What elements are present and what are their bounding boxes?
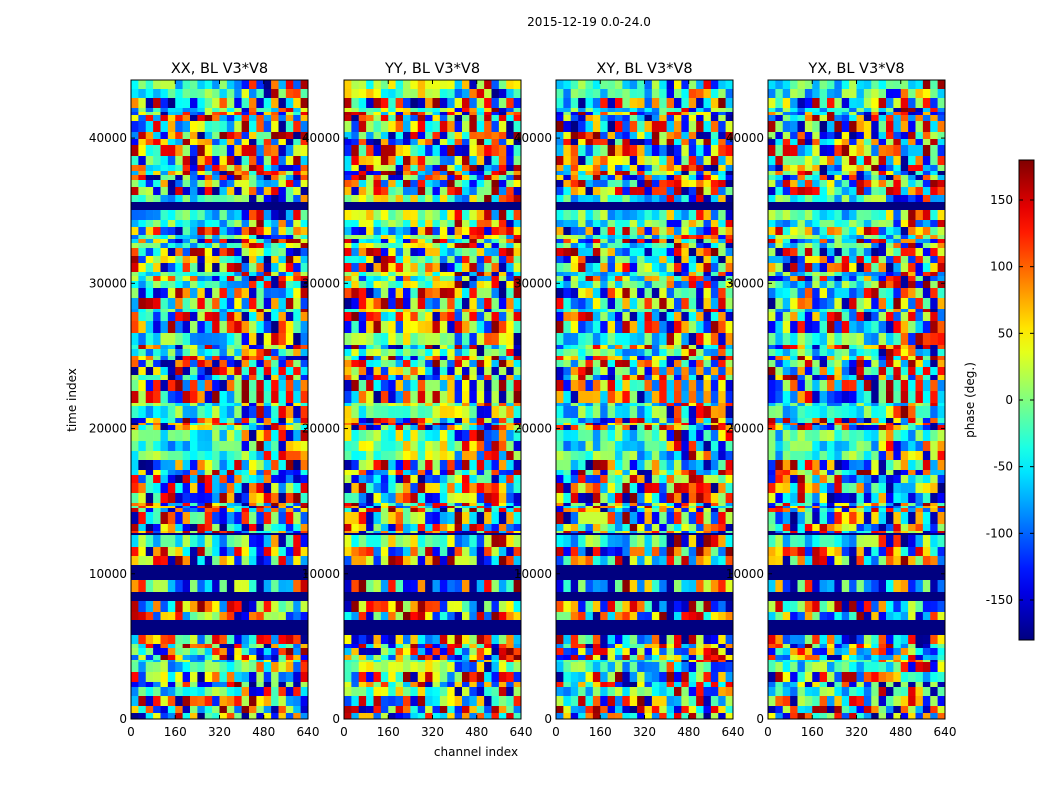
y-tick-label: 30000 [514,276,552,290]
panel-xx: XX, BL V3*V8 0 160 320 480 640 0 10000 20000 3000… [89,61,320,739]
y-axis-label: time index [65,368,79,432]
x-tick-label: 480 [677,725,700,739]
y-tick-label: 10000 [514,567,552,581]
y-tick-label: 10000 [89,567,127,581]
x-tick-label: 320 [633,725,656,739]
panel-title: YY, BL V3*V8 [384,61,480,77]
x-axis-label: channel index [434,745,518,759]
x-tick-label: 640 [722,725,745,739]
y-tick-label: 40000 [302,131,340,145]
panel-yx: YX, BL V3*V8 0 160 320 480 640 0 10000 20000 3000… [726,61,957,739]
y-tick-label: 20000 [726,422,764,436]
x-tick-label: 0 [340,725,348,739]
x-tick-label: 480 [465,725,488,739]
panel-title: XX, BL V3*V8 [171,61,268,77]
phase-waterfall-xy [556,80,733,719]
y-tick-label: 40000 [514,131,552,145]
colorbar-label: phase (deg.) [963,362,977,438]
x-tick-label: 160 [801,725,824,739]
y-tick-label: 40000 [726,131,764,145]
panel-title: YX, BL V3*V8 [807,61,904,77]
colorbar-tick-label: -100 [986,526,1013,540]
y-tick-label: 0 [119,712,127,726]
x-tick-label: 640 [934,725,957,739]
x-tick-label: 480 [889,725,912,739]
panel-yy: YY, BL V3*V8 0 160 320 480 640 0 10000 20000 3000… [302,61,533,739]
x-tick-label: 160 [589,725,612,739]
colorbar-tick-label: -150 [986,593,1013,607]
phase-waterfall-yx [768,80,945,719]
panel-title: XY, BL V3*V8 [596,61,692,77]
y-tick-label: 30000 [726,276,764,290]
colorbar-tick-label: 150 [990,193,1013,207]
colorbar-tick-label: 0 [1005,393,1013,407]
y-tick-label: 20000 [89,422,127,436]
y-tick-label: 0 [756,712,764,726]
x-tick-label: 320 [845,725,868,739]
x-tick-label: 0 [127,725,135,739]
y-tick-label: 10000 [726,567,764,581]
y-tick-label: 40000 [89,131,127,145]
x-tick-label: 480 [252,725,275,739]
y-tick-label: 0 [332,712,340,726]
panel-xy: XY, BL V3*V8 0 160 320 480 640 0 10000 20000 3000… [514,61,745,739]
y-tick-label: 30000 [302,276,340,290]
y-tick-label: 20000 [514,422,552,436]
figure-suptitle: 2015-12-19 0.0-24.0 [527,15,651,29]
x-tick-label: 640 [297,725,320,739]
x-tick-label: 0 [764,725,772,739]
x-tick-label: 160 [377,725,400,739]
y-tick-label: 30000 [89,276,127,290]
colorbar-tick-label: 50 [998,326,1013,340]
colorbar-tick-label: -50 [993,460,1013,474]
colorbar: -150 -100 -50 0 50 100 150 [986,159,1035,641]
y-tick-label: 10000 [302,567,340,581]
x-tick-label: 0 [552,725,560,739]
panels-group: XX, BL V3*V8 0 160 320 480 640 0 10000 20000 3000… [89,61,957,739]
y-tick-label: 20000 [302,422,340,436]
phase-waterfall-xx [131,80,308,719]
phase-waterfall-yy [344,80,521,719]
y-tick-label: 0 [544,712,552,726]
colorbar-tick-label: 100 [990,260,1013,274]
x-tick-label: 160 [164,725,187,739]
x-tick-label: 320 [208,725,231,739]
x-tick-label: 320 [421,725,444,739]
x-tick-label: 640 [510,725,533,739]
